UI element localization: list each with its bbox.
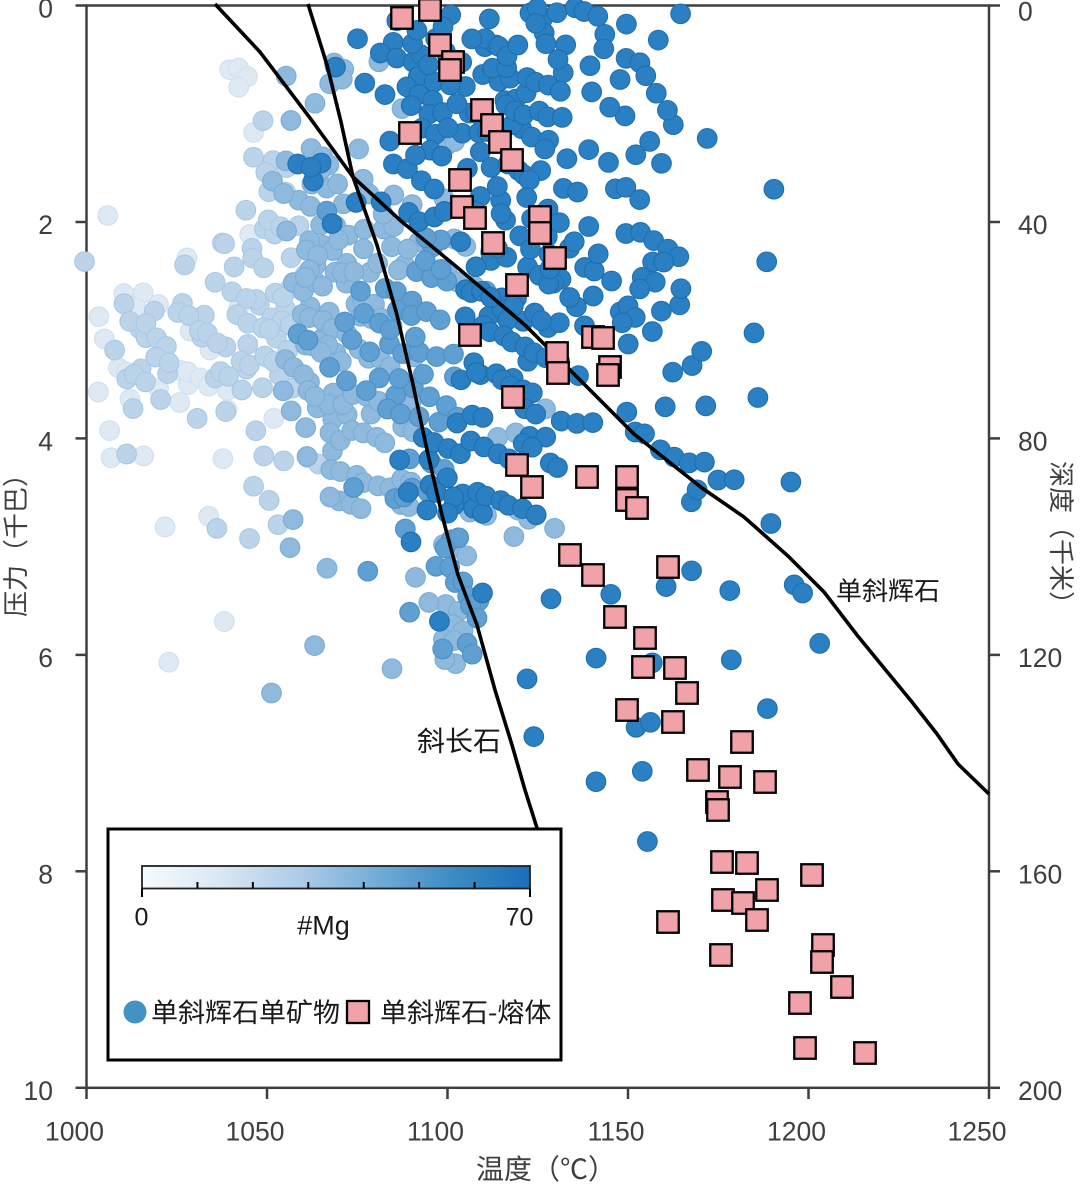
svg-text:70: 70	[506, 904, 534, 932]
svg-text:1100: 1100	[407, 1117, 464, 1147]
svg-text:1050: 1050	[226, 1117, 285, 1147]
svg-text:0: 0	[1018, 0, 1033, 27]
svg-text:10: 10	[24, 1076, 53, 1106]
svg-text:0: 0	[38, 0, 53, 24]
svg-text:120: 120	[1018, 643, 1062, 673]
svg-text:6: 6	[38, 643, 53, 673]
svg-text:0: 0	[135, 904, 149, 932]
svg-text:2: 2	[38, 210, 53, 240]
svg-text:1150: 1150	[588, 1117, 645, 1147]
svg-text:160: 160	[1018, 859, 1062, 889]
svg-text:1000: 1000	[45, 1117, 104, 1147]
svg-text:40: 40	[1018, 210, 1047, 240]
svg-text:4: 4	[38, 426, 53, 456]
svg-text:8: 8	[38, 859, 53, 889]
svg-text:80: 80	[1018, 426, 1047, 456]
svg-text:200: 200	[1018, 1076, 1062, 1106]
svg-text:1250: 1250	[948, 1117, 1007, 1147]
svg-text:1200: 1200	[767, 1117, 826, 1147]
svg-text:#Mg: #Mg	[297, 911, 350, 941]
